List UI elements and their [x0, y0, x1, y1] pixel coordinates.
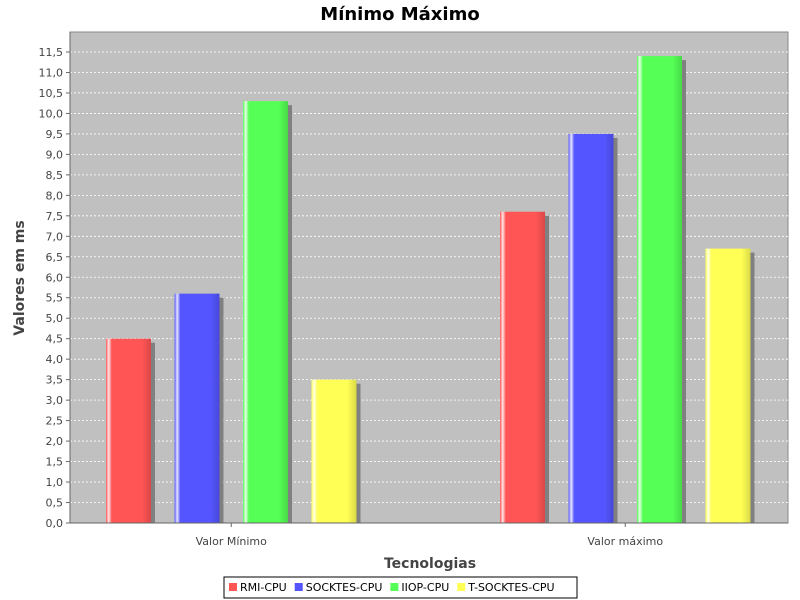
y-tick-label: 7,0: [46, 230, 64, 243]
bar-iiop-cpu: [243, 101, 288, 523]
bar-rmi-cpu: [106, 338, 151, 523]
y-tick-label: 10,5: [39, 87, 64, 100]
bars: [106, 56, 755, 524]
legend: RMI-CPU SOCKTES-CPU IIOP-CPU T-SOCKTES-CPU: [223, 576, 578, 599]
y-axis: 0,0 0,5 1,0 1,5 2,0 2,5 3,0 3,5 4,0 4,5 5,0 5,5 6,0 6…: [39, 32, 71, 530]
y-tick-label: 0,0: [46, 517, 64, 530]
bar-socktes-cpu: [568, 133, 614, 524]
legend-label: IIOP-CPU: [401, 581, 449, 594]
y-tick-label: 9,0: [46, 148, 64, 161]
y-tick-label: 6,5: [46, 251, 64, 264]
x-axis-label: Tecnologias: [384, 556, 476, 572]
y-axis-label: Valores em ms: [12, 220, 28, 335]
y-tick-label: 11,0: [39, 66, 64, 79]
legend-swatch: [457, 583, 466, 591]
bar-t-socktes-cpu: [311, 379, 357, 523]
x-tick-label: Valor máximo: [587, 535, 663, 548]
y-tick-label: 5,5: [46, 292, 64, 305]
y-tick-label: 10,0: [39, 107, 64, 120]
bar-rmi-cpu: [500, 211, 545, 523]
y-tick-label: 8,0: [46, 189, 64, 202]
legend-label: RMI-CPU: [240, 581, 287, 594]
y-tick-label: 1,5: [46, 456, 64, 469]
bar-socktes-cpu: [174, 293, 220, 523]
y-tick-label: 1,0: [46, 476, 64, 489]
legend-swatch: [229, 583, 237, 591]
y-tick-label: 8,5: [46, 169, 64, 182]
y-tick-label: 0,5: [46, 497, 64, 510]
y-tick-label: 7,5: [46, 210, 64, 223]
legend-swatch: [294, 583, 303, 591]
bar-iiop-cpu: [637, 56, 682, 524]
chart-title: Mínimo Máximo: [320, 4, 479, 25]
y-tick-label: 6,0: [46, 271, 64, 284]
legend-label: T-SOCKTES-CPU: [467, 581, 554, 594]
y-tick-label: 2,5: [46, 415, 64, 428]
y-tick-label: 4,0: [46, 353, 64, 366]
y-tick-label: 3,5: [46, 374, 64, 387]
y-tick-label: 5,0: [46, 312, 64, 325]
y-tick-label: 2,0: [46, 435, 64, 448]
y-tick-label: 3,0: [46, 394, 64, 407]
legend-swatch: [390, 583, 399, 591]
x-axis: Valor Mínimo Valor máximo: [70, 522, 788, 548]
bar-t-socktes-cpu: [705, 248, 751, 523]
y-tick-label: 9,5: [46, 128, 64, 141]
y-tick-label: 11,5: [39, 46, 64, 59]
y-tick-label: 4,5: [46, 333, 64, 346]
x-tick-label: Valor Mínimo: [196, 535, 268, 548]
legend-box: [223, 576, 578, 599]
legend-label: SOCKTES-CPU: [306, 581, 383, 594]
